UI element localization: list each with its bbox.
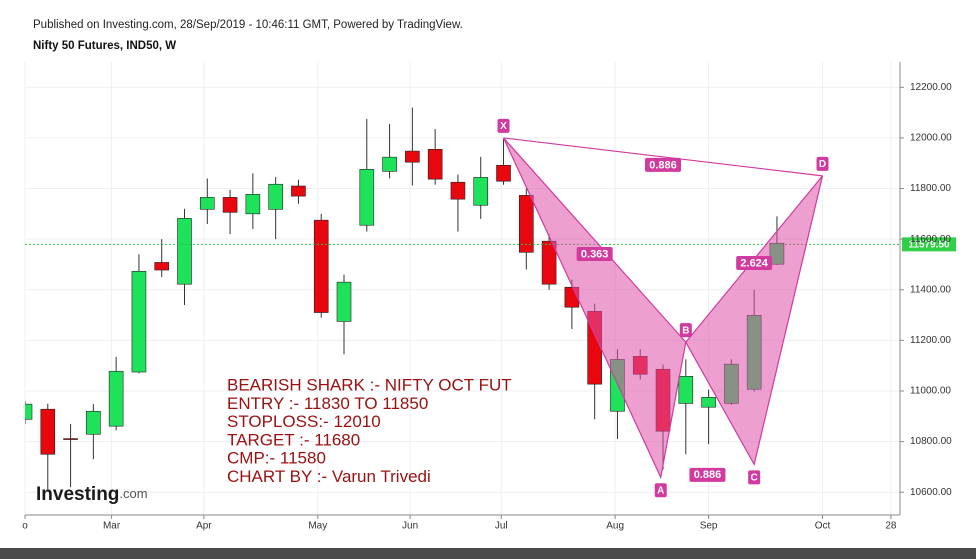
candle-body xyxy=(336,281,352,322)
candle-body xyxy=(382,156,397,172)
pattern-xd-line xyxy=(503,137,823,177)
logo-name: Investing xyxy=(36,484,119,505)
ratio-label: 0.886 xyxy=(694,469,722,481)
header: Published on Investing.com, 28/Sep/2019 … xyxy=(33,19,463,31)
x-tick-label: Sep xyxy=(700,521,718,532)
y-tick-label: 11200.00 xyxy=(910,335,951,346)
x-tick-label: Oct xyxy=(815,521,831,532)
point-box xyxy=(816,156,829,171)
y-tick-label: 10800.00 xyxy=(910,436,952,447)
candle-body xyxy=(541,240,557,285)
logo: Investing.com xyxy=(36,484,148,505)
logo-suffix: .com xyxy=(119,486,147,501)
ratio-label: 0.886 xyxy=(649,159,677,171)
x-tick-label: Jul xyxy=(495,521,508,532)
annotation-line: BEARISH SHARK :- NIFTY OCT FUT xyxy=(227,375,512,394)
x-tick-label: Apr xyxy=(196,521,212,532)
ratio-box xyxy=(689,467,726,482)
last-price-label: 11579.50 xyxy=(908,239,950,250)
candle-body xyxy=(245,194,261,215)
candle-body xyxy=(678,376,694,404)
annotation-line: CHART BY :- Varun Trivedi xyxy=(227,467,431,486)
y-tick-label: 11400.00 xyxy=(910,284,951,295)
x-tick-label: Jun xyxy=(402,521,418,532)
x-tick-label: o xyxy=(22,521,28,532)
x-tick-label: 28 xyxy=(885,521,897,532)
overlay: 11579.50 0.886 0.363 0.886 2.624 X A B C D BEARISH… xyxy=(25,118,956,498)
candle-body xyxy=(222,197,238,213)
candle-body xyxy=(405,150,420,163)
candle-body xyxy=(199,197,215,210)
candle-body xyxy=(154,262,170,271)
candle-body xyxy=(40,408,56,455)
candle-body xyxy=(313,219,329,313)
y-tick-label: 12200.00 xyxy=(910,82,952,93)
candle-body xyxy=(177,218,192,285)
candle-body xyxy=(519,195,534,253)
annotation-line: ENTRY :- 11830 TO 11850 xyxy=(227,394,428,413)
y-tick-label: 12000.00 xyxy=(910,133,952,144)
point-label: A xyxy=(657,485,664,496)
ratio-label: 2.624 xyxy=(740,257,768,269)
candle-body xyxy=(496,164,511,182)
pattern-triangle xyxy=(502,137,687,480)
y-tick-label: 11600.00 xyxy=(910,234,951,245)
last-price-box xyxy=(902,237,956,252)
x-tick-label: Aug xyxy=(606,521,624,532)
candle-body xyxy=(268,183,283,210)
y-tick-label: 11000.00 xyxy=(910,386,951,397)
candle-body xyxy=(427,149,443,180)
ratio-label: 0.363 xyxy=(581,248,609,260)
candle-body xyxy=(63,438,78,440)
point-label: X xyxy=(500,121,507,132)
point-label: D xyxy=(819,159,826,170)
candle-body xyxy=(473,177,489,206)
x-tick-label: May xyxy=(308,521,327,532)
point-label: B xyxy=(682,325,689,336)
chart-title: Nifty 50 Futures, IND50, W xyxy=(33,40,176,52)
candle-body xyxy=(450,181,466,200)
x-tick-label: Mar xyxy=(103,521,121,532)
point-box xyxy=(748,470,761,485)
candle-body xyxy=(359,169,375,226)
ratio-box xyxy=(576,247,613,262)
candle-body xyxy=(86,410,101,435)
candle-body xyxy=(131,270,147,373)
ratio-box xyxy=(645,157,682,172)
annotation-line: CMP:- 11580 xyxy=(227,449,326,468)
bottom-strip xyxy=(0,548,976,559)
candle-body xyxy=(108,370,124,427)
point-box xyxy=(654,483,667,498)
candle-body xyxy=(291,185,306,197)
point-label: C xyxy=(751,473,758,484)
candle-body xyxy=(25,403,33,420)
y-tick-label: 11800.00 xyxy=(910,183,951,194)
ratio-box xyxy=(736,256,773,271)
y-tick-label: 10600.00 xyxy=(910,487,952,498)
annotation-line: TARGET :- 11680 xyxy=(227,430,360,449)
pattern-triangle xyxy=(685,175,824,467)
candle-body xyxy=(701,397,716,408)
point-box xyxy=(497,118,510,133)
annotation-line: STOPLOSS:- 12010 xyxy=(227,412,381,431)
point-box xyxy=(679,323,692,338)
